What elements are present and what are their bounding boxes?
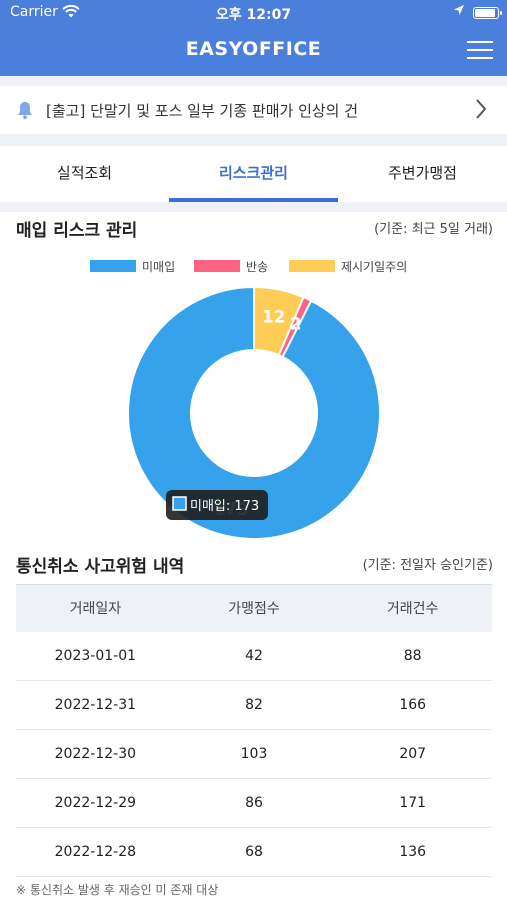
- cell-date: 2022-12-30: [54, 746, 137, 762]
- legend-swatch: [194, 260, 240, 272]
- table-row[interactable]: 2022-12-29 86 171: [16, 779, 492, 828]
- battery-icon: [473, 7, 502, 19]
- location-arrow-icon: [453, 4, 465, 19]
- tooltip-box: [166, 490, 268, 520]
- cell-merchant-count: 68: [245, 844, 263, 860]
- notice-bar[interactable]: [출고] 단말기 및 포스 일부 기종 판매가 인상의 건: [0, 86, 507, 134]
- risk-section-title: 매입 리스크 관리: [16, 221, 138, 241]
- divider: [0, 76, 507, 86]
- table-row[interactable]: 2022-12-31 82 166: [16, 681, 492, 730]
- cell-date: 2022-12-31: [54, 697, 137, 713]
- tab-risk-management[interactable]: 리스크관리: [169, 146, 338, 202]
- chart-tooltip: 미매입: 173: [166, 490, 268, 520]
- cell-date: 2022-12-28: [54, 844, 137, 860]
- divider: [0, 202, 507, 212]
- app-header: EASYOFFICE: [0, 26, 507, 76]
- carrier-label: Carrier: [10, 4, 58, 20]
- slice-value-label: 12: [262, 307, 286, 327]
- slice-value-label: 2: [290, 315, 302, 335]
- legend-label: 제시기일주의: [341, 260, 408, 274]
- legend-label: 반송: [246, 260, 269, 274]
- slice-due-date-caution[interactable]: [253, 285, 305, 357]
- cell-transaction-count: 166: [399, 697, 427, 713]
- app-title: EASYOFFICE: [185, 38, 322, 60]
- tab-nearby-merchants[interactable]: 주변가맹점: [387, 164, 457, 182]
- divider: [0, 134, 507, 146]
- footnote: ※ 통신취소 발생 후 재승인 미 존재 대상: [16, 883, 219, 897]
- menu-icon[interactable]: [467, 39, 493, 61]
- tooltip-swatch: [172, 496, 187, 511]
- table-row[interactable]: 2022-12-28 68 136: [16, 828, 492, 877]
- table-row[interactable]: 2023-01-01 42 88: [16, 632, 492, 681]
- cell-transaction-count: 207: [399, 746, 427, 762]
- legend-swatch: [90, 260, 136, 272]
- legend-swatch: [289, 260, 335, 272]
- status-bar: Carrier 오후 12:07: [0, 0, 507, 26]
- cell-transaction-count: 136: [399, 844, 427, 860]
- table-header: 거래일자 가맹점수 거래건수: [16, 584, 492, 632]
- clock: 오후 12:07: [215, 7, 292, 23]
- table-row[interactable]: 2022-12-30 103 207: [16, 730, 492, 779]
- cell-date: 2023-01-01: [54, 648, 137, 664]
- cancel-section-note: (기준: 전일자 승인기준): [362, 558, 493, 573]
- tab-performance[interactable]: 실적조회: [56, 164, 113, 182]
- risk-section-header: 매입 리스크 관리 (기준: 최근 5일 거래): [16, 216, 493, 241]
- bell-icon: [16, 100, 34, 124]
- cell-merchant-count: 103: [240, 746, 268, 762]
- chart-legend: 미매입 반송 제시기일주의: [0, 258, 507, 274]
- slice-unpurchased[interactable]: [127, 285, 381, 540]
- notice-text: [출고] 단말기 및 포스 일부 기종 판매가 인상의 건: [46, 102, 359, 120]
- header-merchant-count: 가맹점수: [228, 601, 280, 617]
- risk-donut-chart: 173212 미매입: 173: [127, 285, 381, 540]
- cell-merchant-count: 42: [245, 648, 263, 664]
- risk-history-table: 거래일자 가맹점수 거래건수 2023-01-01 42 88 2022-12-…: [16, 584, 492, 877]
- cancel-section-header: 통신취소 사고위험 내역 (기준: 전일자 승인기준): [16, 552, 493, 577]
- risk-section-note: (기준: 최근 5일 거래): [374, 222, 493, 237]
- chevron-right-icon: [475, 98, 487, 126]
- cell-date: 2022-12-29: [54, 795, 137, 811]
- tooltip-text: 미매입: 173: [190, 499, 259, 514]
- cell-transaction-count: 88: [403, 648, 422, 664]
- cell-merchant-count: 86: [245, 795, 263, 811]
- tab-bar: 실적조회 리스크관리 주변가맹점: [0, 146, 507, 202]
- battery-fill: [475, 9, 495, 17]
- legend-label: 미매입: [142, 260, 176, 274]
- wifi-icon: [62, 4, 80, 22]
- cell-merchant-count: 82: [245, 697, 263, 713]
- cancel-section-title: 통신취소 사고위험 내역: [16, 557, 185, 577]
- header-transaction-count: 거래건수: [386, 601, 439, 617]
- cell-transaction-count: 171: [399, 795, 427, 811]
- header-date: 거래일자: [69, 601, 122, 617]
